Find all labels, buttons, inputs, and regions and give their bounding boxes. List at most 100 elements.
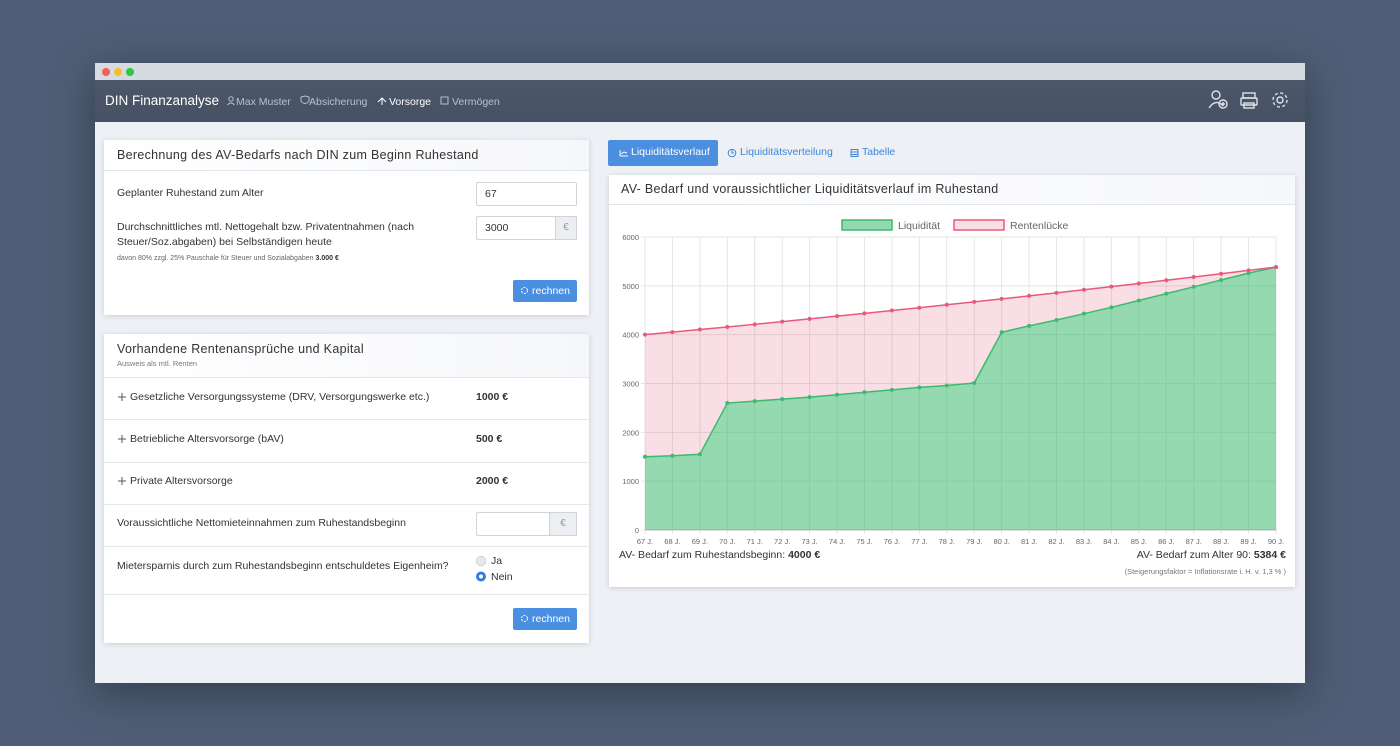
data-point [835, 392, 840, 397]
data-point [1109, 284, 1114, 289]
nav-item[interactable]: Vermögen [452, 96, 500, 108]
nav-item[interactable]: Absicherung [309, 96, 368, 108]
divider [104, 462, 589, 463]
series-line [644, 266, 1277, 458]
area-fill [645, 267, 1276, 530]
row-label: Mietersparnis durch zum Ruhestandsbeginn… [117, 560, 449, 572]
y-tick-label: 1000 [622, 477, 639, 486]
data-point [752, 399, 757, 404]
data-point [807, 395, 812, 400]
x-tick-label: 84 J. [1103, 537, 1119, 545]
card-header [609, 175, 1295, 205]
footer-value: 4000 € [788, 549, 821, 561]
row-label: Private Altersvorsorge [130, 475, 233, 487]
nav-item[interactable]: Max Muster [236, 96, 291, 108]
data-point [1081, 311, 1086, 316]
data-point [1054, 290, 1059, 295]
maximize-dot[interactable] [126, 68, 134, 76]
nav-icons [227, 95, 449, 106]
row-label: Betriebliche Altersvorsorge (bAV) [130, 433, 284, 445]
x-tick-label: 87 J. [1186, 537, 1202, 545]
data-point [999, 296, 1004, 301]
note-amount: 3.000 € [315, 255, 339, 262]
income-input[interactable]: 3000 [476, 216, 556, 240]
x-tick-label: 75 J. [856, 537, 872, 545]
data-point [1027, 323, 1032, 328]
radio-label[interactable]: Nein [491, 571, 513, 583]
x-tick-label: 69 J. [692, 537, 708, 545]
row-label: Gesetzliche Versorgungssysteme (DRV, Ver… [130, 391, 430, 403]
expand-icons[interactable] [117, 392, 127, 487]
card-title: Berechnung des AV-Bedarfs nach DIN zum B… [117, 148, 479, 162]
brand[interactable]: DIN Finanzanalyse [105, 93, 220, 108]
footer-label: AV- Bedarf zum Alter 90: [1136, 549, 1251, 561]
y-tick-label: 4000 [622, 331, 639, 340]
legend-label: Liquidität [898, 220, 940, 232]
data-point [780, 319, 785, 324]
x-tick-label: 90 J. [1268, 537, 1284, 545]
minimize-dot[interactable] [114, 68, 122, 76]
card-subtitle: Ausweis als mtl. Renten [117, 359, 198, 368]
data-point [1054, 318, 1059, 323]
x-tick-label: 86 J. [1158, 537, 1174, 545]
legend-swatch [841, 219, 893, 231]
x-tick-label: 76 J. [884, 537, 900, 545]
footer-label: AV- Bedarf zum Ruhestandsbeginn: [619, 549, 786, 561]
data-point [1136, 281, 1141, 286]
nav-item[interactable]: Vorsorge [389, 96, 432, 108]
radio-label[interactable]: Ja [491, 555, 503, 567]
tab[interactable]: Liquiditätsverlauf [631, 146, 710, 158]
data-point [1081, 287, 1086, 292]
divider [104, 594, 589, 595]
chart: 0 1000 2000 3000 4000 5000 6000 67 J. 68 J. 69 J.… [622, 219, 1284, 545]
age-input[interactable]: 67 [476, 182, 577, 206]
data-point [972, 381, 977, 386]
data-point [972, 299, 977, 304]
radio-group[interactable] [475, 555, 487, 583]
data-point [1219, 277, 1224, 282]
tab[interactable]: Liquiditätsverteilung [740, 146, 833, 158]
data-point [1136, 298, 1141, 303]
x-tick-label: 70 J. [719, 537, 735, 545]
data-point [862, 390, 867, 395]
data-point [752, 322, 757, 327]
data-point [725, 401, 730, 406]
x-tick-label: 83 J. [1076, 537, 1092, 545]
card-header [104, 334, 589, 378]
toolbar-icons[interactable] [1208, 89, 1293, 111]
data-point [944, 302, 949, 307]
data-point [889, 387, 894, 392]
x-tick-label: 89 J. [1240, 537, 1256, 545]
y-tick-label: 6000 [622, 233, 639, 242]
data-point [1027, 293, 1032, 298]
data-point [643, 454, 647, 459]
legend-label: Rentenlücke [1010, 220, 1069, 232]
y-tick-label: 2000 [622, 428, 639, 437]
field-label: Geplanter Ruhestand zum Alter [117, 187, 264, 199]
calc-button[interactable]: rechnen [513, 280, 577, 302]
gear-icon [521, 615, 528, 622]
footer-value: 5384 € [1253, 549, 1286, 561]
data-point [697, 452, 702, 457]
title-bar [95, 63, 1305, 80]
tab[interactable]: Tabelle [862, 146, 896, 158]
footer-start: AV- Bedarf zum Ruhestandsbeginn: 4000 € [619, 548, 820, 563]
data-point [643, 332, 647, 337]
data-point [862, 311, 867, 316]
y-tick-label: 0 [635, 526, 639, 535]
data-point [917, 305, 922, 310]
data-point [670, 453, 675, 458]
row-value: 1000 € [476, 391, 509, 403]
calc-button[interactable]: rechnen [513, 608, 577, 630]
x-tick-label: 79 J. [966, 537, 982, 545]
x-tick-label: 88 J. [1213, 537, 1229, 545]
data-point [1164, 291, 1169, 296]
close-dot[interactable] [102, 68, 110, 76]
divider [104, 419, 589, 420]
rent-input[interactable] [476, 512, 550, 536]
y-tick-label: 5000 [622, 282, 639, 291]
chart-title: AV- Bedarf und voraussichtlicher Liquidi… [621, 182, 999, 196]
x-tick-label: 67 J. [637, 537, 653, 545]
